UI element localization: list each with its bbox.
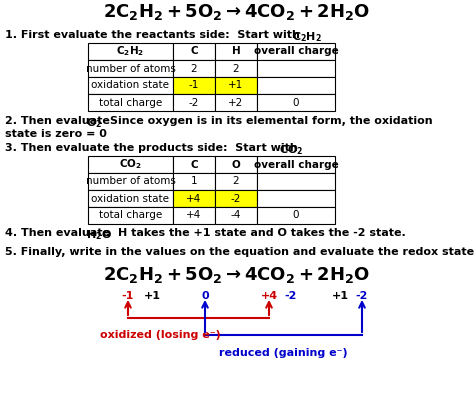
Text: $\mathbf{O_2}$: $\mathbf{O_2}$ <box>86 116 102 130</box>
Text: 2: 2 <box>191 64 197 73</box>
Text: +4: +4 <box>186 193 201 204</box>
Bar <box>173 77 215 94</box>
Text: reduced (gaining e⁻): reduced (gaining e⁻) <box>219 348 347 358</box>
Text: 5. Finally, write in the values on the equation and evaluate the redox states: 5. Finally, write in the values on the e… <box>5 247 474 257</box>
Bar <box>88 43 173 60</box>
Bar <box>215 77 257 94</box>
Text: 0: 0 <box>201 291 209 301</box>
Bar <box>88 60 173 77</box>
Text: C: C <box>190 160 198 169</box>
Bar <box>215 43 257 60</box>
Bar <box>173 60 215 77</box>
Bar <box>173 156 215 173</box>
Text: $\mathbf{C_2H_2}$: $\mathbf{C_2H_2}$ <box>292 30 322 44</box>
Text: number of atoms: number of atoms <box>86 64 175 73</box>
Text: $\mathbf{2C_2H_2 + 5O_2 \rightarrow 4CO_2 + 2H_2O}$: $\mathbf{2C_2H_2 + 5O_2 \rightarrow 4CO_… <box>103 2 371 22</box>
Bar <box>257 60 335 77</box>
Text: -2: -2 <box>356 291 368 301</box>
Bar <box>173 173 215 190</box>
Text: +4: +4 <box>260 291 278 301</box>
Text: -2: -2 <box>285 291 297 301</box>
Text: 2: 2 <box>233 176 239 187</box>
Bar <box>257 156 335 173</box>
Text: $\mathbf{2C_2H_2 + 5O_2 \rightarrow 4CO_2 + 2H_2O}$: $\mathbf{2C_2H_2 + 5O_2 \rightarrow 4CO_… <box>103 265 371 285</box>
Text: -1: -1 <box>189 81 199 90</box>
Text: $\mathbf{H_2O}$: $\mathbf{H_2O}$ <box>86 228 112 242</box>
Bar <box>257 173 335 190</box>
Bar <box>215 173 257 190</box>
Text: -4: -4 <box>231 211 241 220</box>
Text: 2: 2 <box>233 64 239 73</box>
Bar <box>173 94 215 111</box>
Text: oxidized (losing e⁻): oxidized (losing e⁻) <box>100 330 221 340</box>
Text: overall charge: overall charge <box>254 160 338 169</box>
Text: C: C <box>190 46 198 57</box>
Text: 2. Then evaluate: 2. Then evaluate <box>5 116 114 126</box>
Bar <box>173 190 215 207</box>
Text: +4: +4 <box>186 211 201 220</box>
Bar <box>215 190 257 207</box>
Bar <box>257 190 335 207</box>
Bar <box>88 94 173 111</box>
Bar <box>173 207 215 224</box>
Text: -1: -1 <box>122 291 134 301</box>
Bar <box>215 207 257 224</box>
Text: .  H takes the +1 state and O takes the -2 state.: . H takes the +1 state and O takes the -… <box>106 228 406 238</box>
Bar <box>173 43 215 60</box>
Bar <box>215 60 257 77</box>
Text: total charge: total charge <box>99 97 162 108</box>
Bar <box>88 156 173 173</box>
Text: 0: 0 <box>293 211 299 220</box>
Bar <box>257 77 335 94</box>
Text: .  Since oxygen is in its elemental form, the oxidation: . Since oxygen is in its elemental form,… <box>98 116 433 126</box>
Text: $\mathbf{CO_2}$: $\mathbf{CO_2}$ <box>119 158 142 171</box>
Bar <box>88 173 173 190</box>
Bar <box>215 94 257 111</box>
Bar <box>257 43 335 60</box>
Bar <box>88 190 173 207</box>
Text: +1: +1 <box>144 291 161 301</box>
Text: -2: -2 <box>189 97 199 108</box>
Text: +1: +1 <box>331 291 348 301</box>
Bar <box>215 156 257 173</box>
Text: overall charge: overall charge <box>254 46 338 57</box>
Text: +2: +2 <box>228 97 244 108</box>
Text: -2: -2 <box>231 193 241 204</box>
Text: 3. Then evaluate the products side:  Start with: 3. Then evaluate the products side: Star… <box>5 143 301 153</box>
Text: state is zero = 0: state is zero = 0 <box>5 129 107 139</box>
Bar <box>257 94 335 111</box>
Text: number of atoms: number of atoms <box>86 176 175 187</box>
Text: 4. Then evaluate: 4. Then evaluate <box>5 228 114 238</box>
Text: $\mathbf{C_2H_2}$: $\mathbf{C_2H_2}$ <box>117 44 145 59</box>
Text: O: O <box>232 160 240 169</box>
Text: oxidation state: oxidation state <box>91 193 170 204</box>
Text: total charge: total charge <box>99 211 162 220</box>
Bar <box>257 207 335 224</box>
Text: +1: +1 <box>228 81 244 90</box>
Text: 1. First evaluate the reactants side:  Start with: 1. First evaluate the reactants side: St… <box>5 30 304 40</box>
Text: $\mathbf{CO_2}$: $\mathbf{CO_2}$ <box>279 143 303 157</box>
Text: 0: 0 <box>293 97 299 108</box>
Bar <box>88 77 173 94</box>
Bar <box>88 207 173 224</box>
Text: oxidation state: oxidation state <box>91 81 170 90</box>
Text: H: H <box>232 46 240 57</box>
Text: 1: 1 <box>191 176 197 187</box>
